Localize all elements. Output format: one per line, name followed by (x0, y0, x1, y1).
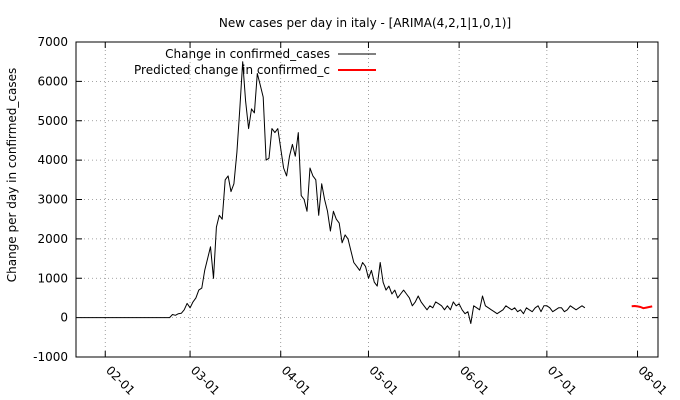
y-tick-label: 6000 (37, 74, 68, 88)
gridlines (76, 42, 658, 357)
x-tick-label: 05-01 (366, 363, 401, 398)
chart-title: New cases per day in italy - [ARIMA(4,2,… (219, 16, 511, 30)
y-tick-label: 5000 (37, 114, 68, 128)
x-tick-label: 08-01 (635, 363, 670, 398)
x-tick-label: 04-01 (279, 363, 314, 398)
x-tick-label: 03-01 (188, 363, 223, 398)
series-line-actual (81, 61, 586, 324)
legend-label: Predicted change in confirmed_c (134, 63, 330, 77)
series-line-predicted (631, 305, 653, 310)
y-tick-label: 0 (60, 311, 68, 325)
y-tick-label: 4000 (37, 153, 68, 167)
y-tick-label: 1000 (37, 271, 68, 285)
y-tick-label: 3000 (37, 193, 68, 207)
y-tick-label: -1000 (33, 350, 68, 364)
axis-ticks: -1000 0 1000 2000 3000 4000 5000 6000 7000 02-01 0… (33, 35, 670, 398)
series-layer (81, 61, 653, 324)
y-tick-label: 7000 (37, 35, 68, 49)
y-axis-label: Change per day in confirmed_cases (5, 68, 19, 283)
plot-frame (75, 41, 659, 358)
x-tick-label: 07-01 (545, 363, 580, 398)
y-tick-label: 2000 (37, 232, 68, 246)
x-tick-label: 02-01 (103, 363, 138, 398)
x-tick-label: 06-01 (457, 363, 492, 398)
legend: Change in confirmed_cases Predicted chang… (134, 47, 376, 77)
legend-label: Change in confirmed_cases (165, 47, 330, 61)
